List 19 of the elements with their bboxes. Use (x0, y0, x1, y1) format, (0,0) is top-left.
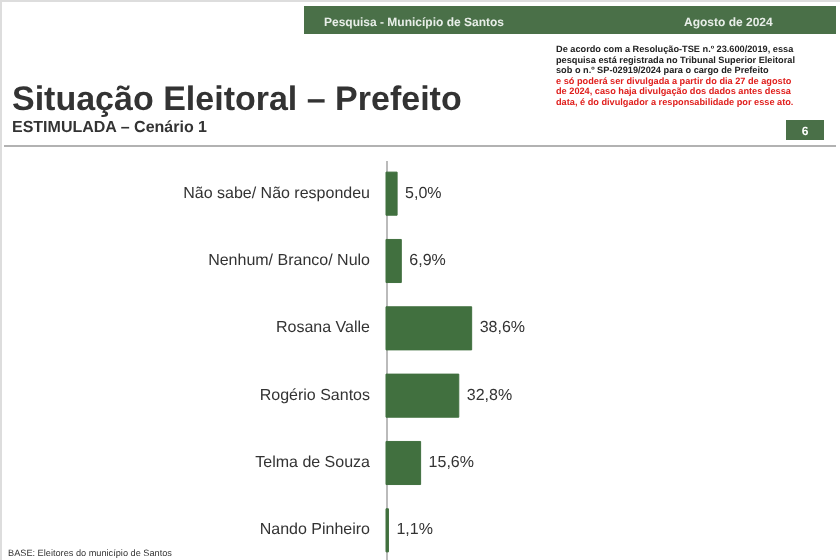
bar (385, 171, 398, 216)
bar (385, 238, 402, 284)
bar (385, 373, 460, 418)
y-tick-label: Não sabe/ Não respondeu (183, 183, 370, 202)
data-label: 15,6% (428, 453, 474, 471)
text: ESTIMULADA – Cenário 1 (12, 118, 209, 136)
data-label: 38,6% (479, 318, 526, 337)
y-tick-label: Nenhum/ Branco/ Nulo (208, 251, 372, 269)
bar (385, 440, 422, 486)
y-tick-label: Rosana Valle (276, 318, 372, 337)
data-label: 5,0% (405, 183, 442, 202)
data-label: 1,1% (396, 520, 433, 539)
data-label: 32,8% (466, 385, 513, 404)
bar (385, 306, 473, 351)
y-tick-label: Nando Pinheiro (259, 520, 372, 539)
data-label: 6,9% (409, 251, 446, 269)
y-tick-label: Rogério Santos (259, 385, 370, 404)
chart-title: Situação Eleitoral – Prefeito (12, 80, 462, 118)
y-tick-label: Telma de Souza (255, 453, 372, 471)
